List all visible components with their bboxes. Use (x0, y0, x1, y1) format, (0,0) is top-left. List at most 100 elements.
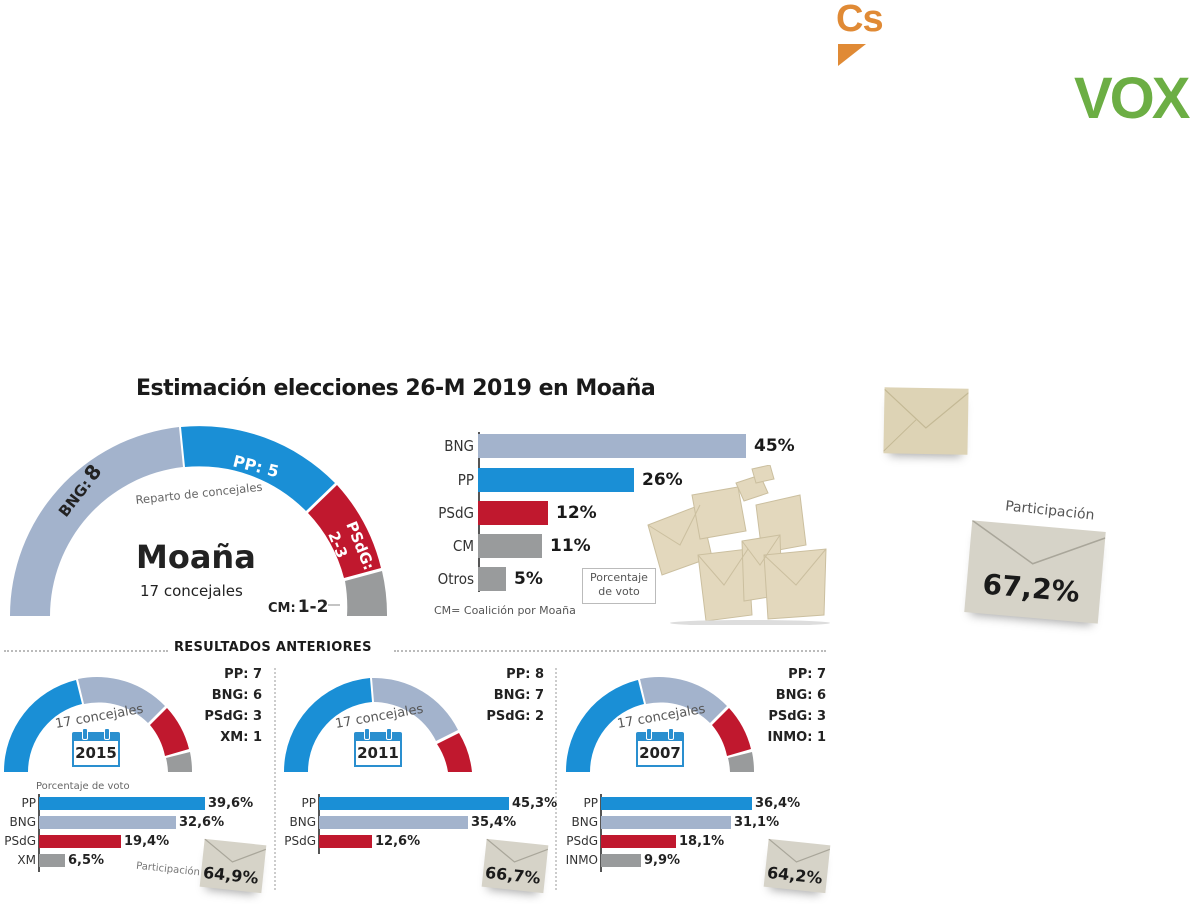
bar-row-psdg: PSdG 12% (428, 501, 597, 525)
bar-value: 12% (556, 503, 597, 523)
bar-label: BNG (444, 437, 474, 455)
bar-psdg (39, 834, 121, 848)
callout-line-1: Porcentaje (590, 571, 648, 584)
bar-label: PP (457, 471, 474, 489)
bar-label: PP (583, 796, 598, 810)
bar-label: BNG (289, 815, 316, 829)
bar-bng (601, 815, 731, 829)
calendar-icon: 2011 (354, 728, 402, 768)
vote-caption: Porcentaje de voto (36, 781, 130, 792)
council-total: 17 concejales (140, 582, 243, 600)
vox-logo: VOX (1074, 66, 1190, 131)
envelope-decoration-icon (883, 387, 969, 455)
section-heading: RESULTADOS ANTERIORES (174, 640, 372, 655)
arc-bng (9, 427, 184, 616)
envelopes-illustration-icon (647, 465, 830, 625)
year-label: 2015 (72, 741, 120, 767)
bar-bng (319, 815, 468, 829)
seat-arc-2007: 17 concejales (565, 677, 755, 772)
bar-label: PP (21, 796, 36, 810)
bar-value: 18,1% (679, 833, 725, 849)
bar-label: PSdG (438, 504, 474, 522)
bar-value: 26% (642, 470, 683, 490)
bar-value: 35,4% (471, 814, 517, 830)
bar-row-pp: PP 26% (428, 468, 683, 492)
bar-psdg (601, 834, 676, 848)
page-title: Estimación elecciones 26-M 2019 en Moaña (136, 376, 656, 401)
seats-list-2007: PP: 7 BNG: 6 PSdG: 3 INMO: 1 (750, 664, 826, 748)
bar-label: PP (301, 796, 316, 810)
vote-bar-chart: BNG 45% PP 26% PSdG 12% CM 11% Otros 5% (428, 432, 828, 632)
year-label: 2007 (636, 741, 684, 767)
bar-label: BNG (571, 815, 598, 829)
bar-label: PSdG (566, 834, 598, 848)
cs-triangle-icon (838, 44, 866, 66)
bar-row-bng: BNG 45% (428, 434, 795, 458)
vote-percentage-callout: Porcentaje de voto (582, 568, 656, 604)
bar-value: 5% (514, 569, 543, 589)
arc-caption: Reparto de concejales (135, 480, 263, 507)
cs-logo-text: Cs (836, 0, 884, 40)
divider (394, 650, 826, 652)
seats-item: BNG: 7 (493, 688, 544, 703)
column-divider (274, 668, 276, 890)
bar-pp (601, 796, 752, 810)
bar-cm (478, 534, 542, 558)
bar-value: 32,6% (179, 814, 225, 830)
bar-inmo (601, 853, 641, 867)
seat-arc-2011: 17 concejales (283, 677, 472, 772)
arc-cm (345, 571, 388, 616)
bar-row-otros: Otros 5% (428, 567, 543, 591)
calendar-icon: 2007 (636, 728, 684, 768)
bar-pp (319, 796, 509, 810)
seats-list-2015: PP: 7 BNG: 6 PSdG: 3 XM: 1 (190, 664, 262, 748)
turnout-envelope-2007: 64,2% (763, 838, 831, 894)
bar-label: PSdG (4, 834, 36, 848)
bar-value: 11% (550, 536, 591, 556)
bar-value: 6,5% (68, 852, 105, 868)
bar-label: Otros (437, 570, 474, 588)
bar-value: 36,4% (755, 795, 801, 811)
turnout-envelope: 67,2% (964, 520, 1106, 624)
arc-label-cm: CM: 1-2 (268, 597, 328, 617)
seats-item: INMO: 1 (767, 730, 826, 745)
municipality-name: Moaña (136, 538, 256, 576)
bar-value: 45% (754, 436, 795, 456)
seats-item: PSdG: 2 (486, 709, 544, 724)
bar-bng (478, 434, 746, 458)
turnout-label: Participación (1004, 498, 1096, 524)
bar-label: INMO (565, 853, 598, 867)
arc-pp (181, 426, 335, 511)
bar-bng (39, 815, 176, 829)
seats-item: BNG: 6 (775, 688, 826, 703)
bar-label: XM (17, 853, 36, 867)
calendar-icon: 2015 (72, 728, 120, 768)
bar-row-cm: CM 11% (428, 534, 591, 558)
seats-item: PSdG: 3 (768, 709, 826, 724)
seats-item: PP: 8 (506, 667, 544, 682)
bar-psdg (319, 834, 372, 848)
turnout-envelope-2015: 64,9% (199, 838, 267, 894)
column-divider (555, 668, 557, 890)
footnote: CM= Coalición por Moaña (434, 604, 576, 617)
bar-label: PSdG (284, 834, 316, 848)
seats-item: PP: 7 (224, 667, 262, 682)
bar-pp (478, 468, 634, 492)
cs-logo: Cs (836, 0, 906, 68)
arc-psdg (308, 485, 381, 578)
bar-label: BNG (9, 815, 36, 829)
bar-value: 19,4% (124, 833, 170, 849)
bar-value: 39,6% (208, 795, 254, 811)
seats-item: PSdG: 3 (204, 709, 262, 724)
callout-line-2: de voto (598, 585, 640, 598)
seats-list-2011: PP: 8 BNG: 7 PSdG: 2 (468, 664, 544, 727)
bar-value: 45,3% (512, 795, 558, 811)
seats-item: BNG: 6 (211, 688, 262, 703)
bar-otros (478, 567, 506, 591)
vote-bars-2007: PP 36,4% BNG 31,1% PSdG 18,1% INMO 9,9% (564, 794, 834, 876)
bar-value: 9,9% (644, 852, 681, 868)
seat-arc-chart: BNG:8 PP: 5 PSdG: 2-3 Reparto de conceja… (9, 426, 388, 617)
bar-pp (39, 796, 205, 810)
bar-value: 12,6% (375, 833, 421, 849)
vote-bars-2015: PP 39,6% BNG 32,6% PSdG 19,4% XM 6,5% (2, 794, 272, 876)
